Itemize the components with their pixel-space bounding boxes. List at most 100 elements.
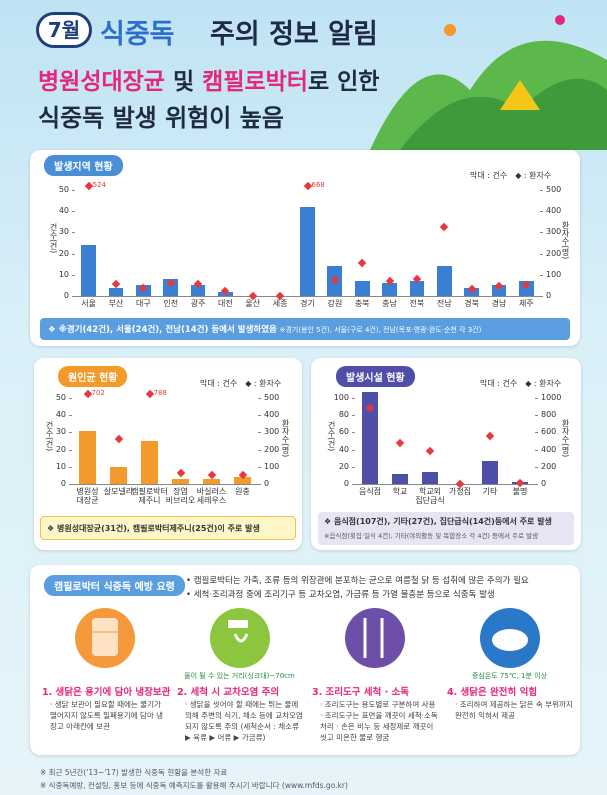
x-tick-label: 경북 — [464, 299, 479, 308]
y-tick-label: 40 — [58, 206, 69, 216]
x-tick-label: 장염 비브리오 — [165, 487, 196, 505]
note: ❖ 병원성대장균(31건), 캠필로박터제주니(25건)이 주로 발생 — [40, 516, 296, 540]
bar — [172, 478, 189, 484]
x-tick-label: 전남 — [436, 299, 452, 308]
y-tick-label: 20 — [58, 248, 69, 258]
legend-item: 막대 : 건수 — [200, 379, 238, 388]
y-tick-label: 80 — [338, 410, 349, 420]
y-tick-label: 10 — [55, 461, 66, 471]
x-tick-label: 살모넬라 — [103, 487, 134, 496]
y2-tick-label: 400 — [546, 206, 562, 216]
x-tick-label: 경기 — [300, 299, 315, 308]
y-tick-label: 20 — [55, 444, 66, 454]
bar — [110, 466, 127, 484]
y-tick-label: 60 — [338, 427, 349, 437]
y-tick-label: 30 — [58, 227, 69, 237]
bar — [481, 460, 499, 484]
x-tick-label: 전북 — [409, 299, 425, 308]
x-tick-label: 서울 — [81, 299, 97, 308]
y-tick-label: 100 — [333, 393, 349, 402]
step-text: · 조리하여 제공하는 닭은 속 부위까지 완전히 익혀서 제공 — [455, 700, 573, 720]
y-tick — [69, 415, 72, 417]
step-title: 2. 세척 시 교차오염 주의 — [177, 687, 280, 698]
bar — [300, 206, 315, 296]
month-badge: 7월 — [36, 12, 92, 48]
bar — [361, 391, 379, 484]
step-text: · 생닭 보관이 필요할 때에는 물기가 떨어지지 않도록 밀폐용기에 담아 냉… — [50, 700, 164, 731]
y-tick-label: 50 — [58, 185, 69, 194]
step-title: 3. 조리도구 세척 · 소독 — [312, 687, 409, 698]
y2-tick-label: 200 — [546, 248, 562, 258]
note: ❖ 음식점(107건), 기타(27건), 집단급식(14건)등에서 주로 발생 — [324, 517, 552, 526]
y2-tick-label: 1000 — [541, 393, 562, 402]
x-tick-label: 불명 — [512, 487, 528, 496]
chart-title: 원인균 현황 — [58, 366, 128, 387]
x-tick-label: 경남 — [491, 299, 507, 308]
y2-tick-label: 300 — [264, 427, 280, 437]
bar — [81, 245, 97, 296]
subtitle-part: 및 — [164, 69, 203, 95]
x-tick-label: 캠필로박터 제주니 — [131, 487, 168, 505]
y2-axis-label: 환자수(명) — [281, 419, 290, 458]
step-caption: 물이 튈 수 있는 거리(싱크대)~70cm — [184, 672, 295, 680]
x-tick-label: 강원 — [327, 299, 343, 308]
subtitle: 식중독 발생 위험이 높음 — [38, 104, 284, 132]
value-label: 668 — [311, 181, 325, 189]
x-tick-label: 병원성 대장균 — [76, 487, 99, 505]
legend: 막대 : 건수 ◆ : 환자수 — [200, 378, 289, 389]
note: ❖ ※경기(42건), 서울(24건), 전남(14건) 등에서 발생하였음 — [48, 325, 277, 335]
subtitle-part: 캠필로박터 — [202, 69, 308, 95]
value-label: 524 — [92, 181, 107, 189]
y-tick — [69, 449, 72, 451]
y2-tick-label: 100 — [546, 269, 562, 279]
y2-tick-label: 800 — [541, 410, 557, 420]
axis-line — [355, 484, 535, 485]
y-tick — [72, 232, 75, 234]
y2-tick — [540, 253, 543, 255]
x-tick-label: 바실러스 세레우스 — [196, 487, 227, 505]
y-tick — [352, 484, 355, 485]
y-tick-label: 40 — [55, 410, 66, 420]
footer-note: ※ 식중독예방, 컨설팅, 홍보 등에 식중독 예측지도를 활용해 주시기 바랍… — [40, 781, 348, 790]
step-title: 4. 생닭은 완전히 익힘 — [447, 687, 538, 698]
y2-tick-label: 400 — [264, 410, 280, 420]
step-text: · 생닭을 씻어야 할 때에는 튀는 물에 의해 주변의 식기, 채소 등에 교… — [185, 700, 303, 742]
y-tick — [69, 432, 72, 434]
subtitle-part: 로 인한 — [307, 69, 380, 95]
y2-axis-label: 환자수(명) — [561, 221, 570, 260]
y-tick — [69, 398, 72, 399]
y-tick — [69, 466, 72, 468]
y2-tick-label: 200 — [541, 461, 557, 471]
y-axis-label: 건수(건) — [45, 421, 54, 452]
subtitle-part: 병원성대장균 — [38, 69, 165, 95]
header-decoration — [370, 15, 607, 151]
y2-tick — [535, 415, 538, 417]
x-tick-label: 울산 — [245, 299, 261, 308]
bar — [421, 471, 439, 484]
y2-tick — [258, 466, 261, 468]
y-tick-label: 0 — [60, 479, 66, 488]
y2-tick-label: 200 — [264, 444, 280, 454]
y2-tick — [540, 211, 543, 213]
y2-tick — [540, 296, 543, 297]
x-tick-label: 인천 — [163, 299, 179, 308]
bar — [79, 430, 96, 484]
legend: 막대 : 건수 ◆ : 환자수 — [480, 378, 569, 389]
subnote: ※경기(용인 5건), 서울(구로 4건), 전남(목포·영광·완도·순천 각 … — [279, 326, 482, 334]
x-tick-label: 부산 — [108, 299, 124, 308]
legend-item: ◆ : 환자수 — [245, 379, 282, 388]
y2-tick — [258, 484, 261, 485]
y2-tick-label: 600 — [541, 427, 557, 437]
x-tick-label: 제주 — [518, 299, 534, 308]
y2-tick — [258, 432, 261, 434]
y-tick-label: 50 — [55, 393, 66, 402]
legend-item: ◆ : 환자수 — [525, 379, 562, 388]
y-tick — [72, 211, 75, 213]
y-tick — [72, 296, 75, 297]
bar — [354, 281, 370, 296]
y2-axis-label: 환자수(명) — [561, 419, 570, 458]
y-tick-label: 10 — [58, 269, 69, 279]
chart-title: 발생시설 현황 — [336, 366, 415, 387]
y-tick — [352, 415, 355, 417]
